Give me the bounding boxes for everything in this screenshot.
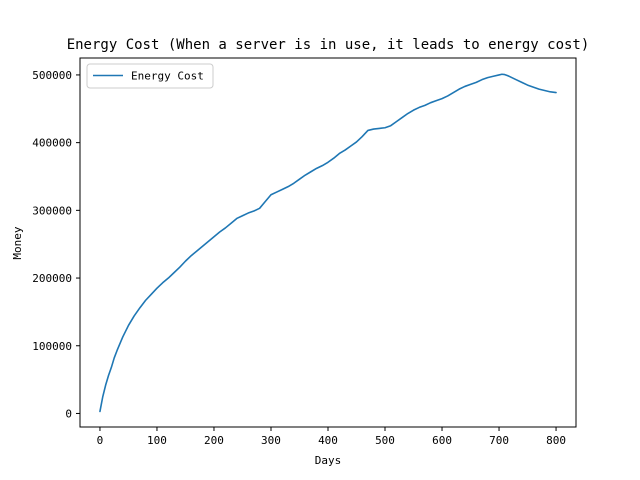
legend: Energy Cost <box>86 63 214 89</box>
x-tick-label: 700 <box>489 434 509 447</box>
y-tick-label: 400000 <box>32 137 72 150</box>
x-tick-label: 0 <box>97 434 104 447</box>
x-tick-label: 800 <box>546 434 566 447</box>
x-tick-label: 500 <box>375 434 395 447</box>
series-line-energy-cost <box>99 73 557 413</box>
legend-box <box>86 63 214 89</box>
x-tick-label: 600 <box>432 434 452 447</box>
x-tick-label: 100 <box>147 434 167 447</box>
y-tick-label: 0 <box>65 407 72 420</box>
x-axis-label: Days <box>315 454 342 467</box>
x-tick-label: 300 <box>261 434 281 447</box>
x-tick-label: 200 <box>204 434 224 447</box>
legend-label-energy-cost: Energy Cost <box>131 70 204 83</box>
y-tick-label: 300000 <box>32 204 72 217</box>
chart-title: Energy Cost (When a server is in use, it… <box>67 37 590 53</box>
x-tick-label: 400 <box>318 434 338 447</box>
y-tick-label: 200000 <box>32 272 72 285</box>
y-tick-label: 500000 <box>32 69 72 82</box>
y-tick-label: 100000 <box>32 340 72 353</box>
axis-ticks: 0 100 200 300 400 500 600 700 800 0 100000 200000 30… <box>32 69 566 447</box>
y-axis-label: Money <box>11 226 24 259</box>
plot-area <box>79 57 577 428</box>
